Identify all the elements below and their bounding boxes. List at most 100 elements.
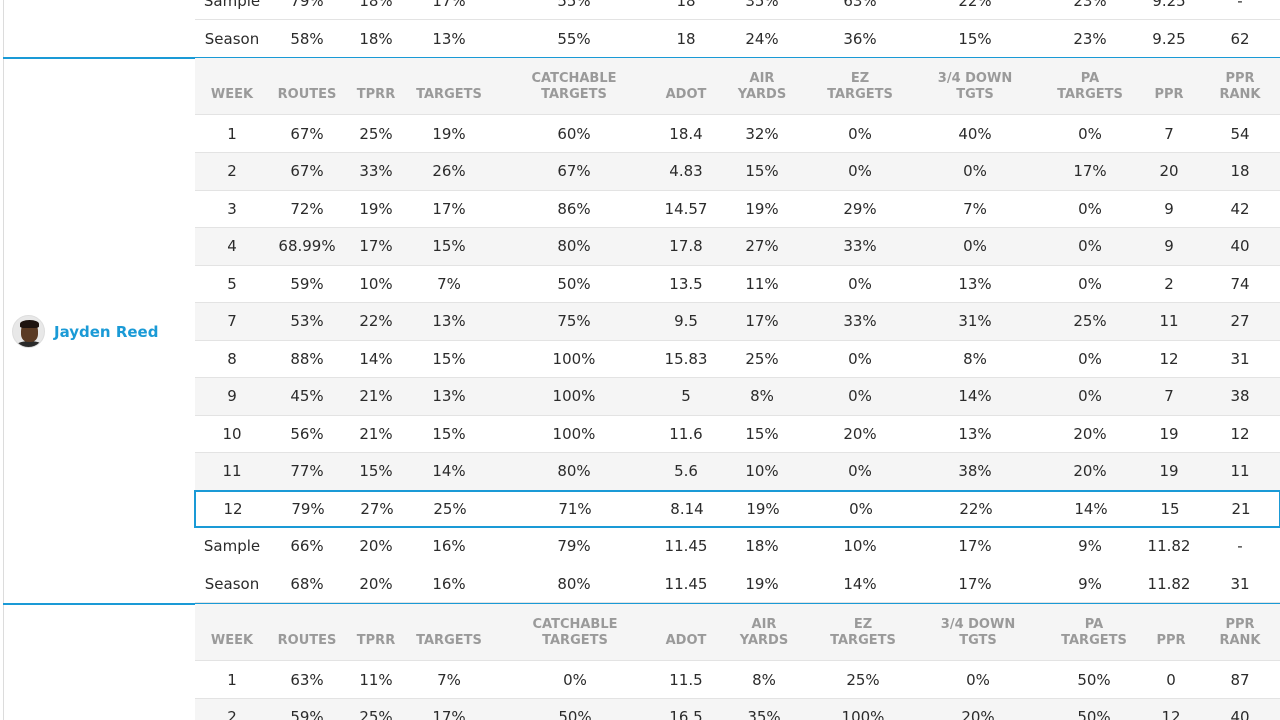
cell-pa-targets: 25% <box>1073 312 1107 330</box>
cell-pa-targets: 9% <box>1078 537 1102 555</box>
header-week[interactable]: WEEK <box>210 633 254 648</box>
table-row: 8 88% 14% 15% 100% 15.83 25% 0% 8% 0% 12 31 <box>195 340 1280 378</box>
table-header: WEEK ROUTES TPRR TARGETS CATCHABLE TARGET… <box>195 58 1280 115</box>
header-pa-targets[interactable]: PA TARGETS <box>1061 617 1127 648</box>
cell-34-down-tgts: 17% <box>958 537 992 555</box>
season-row: Season 68% 20% 16% 80% 11.45 19% 14% 17% 9% 11.82 3… <box>195 565 1280 603</box>
cell-ppr-rank: 74 <box>1230 274 1250 293</box>
cell-ppr: 2 <box>1164 274 1174 293</box>
header-ez-targets[interactable]: EZ TARGETS <box>827 71 893 102</box>
cell-week: 3 <box>227 199 237 218</box>
header-routes[interactable]: ROUTES <box>277 87 337 102</box>
cell-tprr: 11% <box>359 670 393 689</box>
cell-adot: 8.14 <box>670 500 704 518</box>
table-row: 1 67% 25% 19% 60% 18.4 32% 0% 40% 0% 7 54 <box>195 115 1280 153</box>
cell-week: 12 <box>223 500 243 518</box>
header-pa-targets[interactable]: PA TARGETS <box>1057 71 1123 102</box>
cell-catchable-targets: 100% <box>552 349 596 368</box>
cell-catchable-targets: 100% <box>552 387 596 405</box>
cell-34-down-tgts: 0% <box>963 237 987 255</box>
cell-34-down-tgts: 13% <box>958 274 992 293</box>
cell-air-yards: 15% <box>745 162 779 180</box>
cell-pa-targets: 23% <box>1073 30 1107 48</box>
header-air-yards[interactable]: AIR YARDS <box>737 71 787 102</box>
cell-catchable-targets: 55% <box>557 0 591 10</box>
cell-week: 1 <box>227 124 237 143</box>
header-34-down-tgts[interactable]: 3/4 DOWN TGTS <box>940 617 1016 648</box>
cell-ppr-rank: 18 <box>1230 162 1250 180</box>
header-targets[interactable]: TARGETS <box>416 87 482 102</box>
cell-34-down-tgts: 7% <box>963 199 987 218</box>
cell-week: Season <box>204 30 260 48</box>
cell-pa-targets: 17% <box>1073 162 1107 180</box>
cell-catchable-targets: 80% <box>557 237 591 255</box>
header-catchable-targets[interactable]: CATCHABLE TARGETS <box>531 71 617 102</box>
cell-ez-targets: 0% <box>849 500 873 518</box>
cell-adot: 16.5 <box>669 708 703 720</box>
header-adot[interactable]: ADOT <box>665 633 707 648</box>
header-tprr[interactable]: TPRR <box>356 633 396 648</box>
cell-ppr: 9.25 <box>1152 0 1186 10</box>
table-row: 1 63% 11% 7% 0% 11.5 8% 25% 0% 50% 0 87 <box>195 661 1280 699</box>
cell-34-down-tgts: 40% <box>958 124 992 143</box>
cell-ez-targets: 10% <box>843 537 877 555</box>
header-week[interactable]: WEEK <box>210 87 254 102</box>
cell-routes: 67% <box>290 162 324 180</box>
cell-adot: 18.4 <box>669 124 703 143</box>
cell-tprr: 21% <box>359 387 393 405</box>
cell-ppr-rank: 21 <box>1231 500 1251 518</box>
cell-ppr-rank: - <box>1237 537 1243 555</box>
header-ppr[interactable]: PPR <box>1156 633 1186 648</box>
header-34-down-tgts[interactable]: 3/4 DOWN TGTS <box>937 71 1013 102</box>
cell-34-down-tgts: 20% <box>961 708 995 720</box>
cell-ppr: 11.82 <box>1147 574 1191 593</box>
cell-pa-targets: 0% <box>1078 349 1102 368</box>
header-ppr[interactable]: PPR <box>1154 87 1184 102</box>
cell-air-yards: 24% <box>745 30 779 48</box>
header-air-yards[interactable]: AIR YARDS <box>739 617 789 648</box>
cell-air-yards: 19% <box>745 574 779 593</box>
cell-week: 10 <box>222 424 242 443</box>
cell-pa-targets: 50% <box>1077 708 1111 720</box>
header-tprr[interactable]: TPRR <box>356 87 396 102</box>
cell-ppr-rank: 38 <box>1230 387 1250 405</box>
cell-adot: 17.8 <box>669 237 703 255</box>
cell-34-down-tgts: 22% <box>959 500 993 518</box>
cell-targets: 14% <box>432 462 466 480</box>
header-targets[interactable]: TARGETS <box>416 633 482 648</box>
cell-34-down-tgts: 22% <box>958 0 992 10</box>
table-row: 11 77% 15% 14% 80% 5.6 10% 0% 38% 20% 19 11 <box>195 452 1280 491</box>
cell-ez-targets: 20% <box>843 424 877 443</box>
cell-routes: 67% <box>290 124 324 143</box>
header-routes[interactable]: ROUTES <box>277 633 337 648</box>
cell-adot: 11.45 <box>664 537 708 555</box>
cell-week: 7 <box>227 312 237 330</box>
cell-pa-targets: 0% <box>1078 237 1102 255</box>
cell-tprr: 10% <box>359 274 393 293</box>
cell-ppr: 19 <box>1159 462 1179 480</box>
player-name[interactable]: Jayden Reed <box>54 322 159 341</box>
cell-tprr: 21% <box>359 424 393 443</box>
header-ez-targets[interactable]: EZ TARGETS <box>830 617 896 648</box>
cell-air-yards: 19% <box>745 199 779 218</box>
cell-routes: 45% <box>290 387 324 405</box>
left-divider <box>3 0 4 720</box>
cell-tprr: 18% <box>359 0 393 10</box>
cell-targets: 17% <box>432 0 466 10</box>
cell-ppr: 0 <box>1166 670 1176 689</box>
cell-targets: 25% <box>433 500 467 518</box>
header-adot[interactable]: ADOT <box>665 87 707 102</box>
table-row: 2 67% 33% 26% 67% 4.83 15% 0% 0% 17% 20 18 <box>195 152 1280 191</box>
header-ppr-rank[interactable]: PPR RANK <box>1219 617 1261 648</box>
cell-adot: 11.45 <box>664 574 708 593</box>
header-ppr-rank[interactable]: PPR RANK <box>1219 71 1261 102</box>
cell-week: Sample <box>203 537 261 555</box>
header-catchable-targets[interactable]: CATCHABLE TARGETS <box>532 617 618 648</box>
cell-tprr: 25% <box>359 124 393 143</box>
cell-targets: 7% <box>437 274 461 293</box>
cell-ez-targets: 0% <box>848 349 872 368</box>
cell-ppr: 12 <box>1161 708 1181 720</box>
cell-34-down-tgts: 0% <box>966 670 990 689</box>
player-link[interactable]: Jayden Reed <box>12 315 158 348</box>
cell-pa-targets: 20% <box>1073 462 1107 480</box>
